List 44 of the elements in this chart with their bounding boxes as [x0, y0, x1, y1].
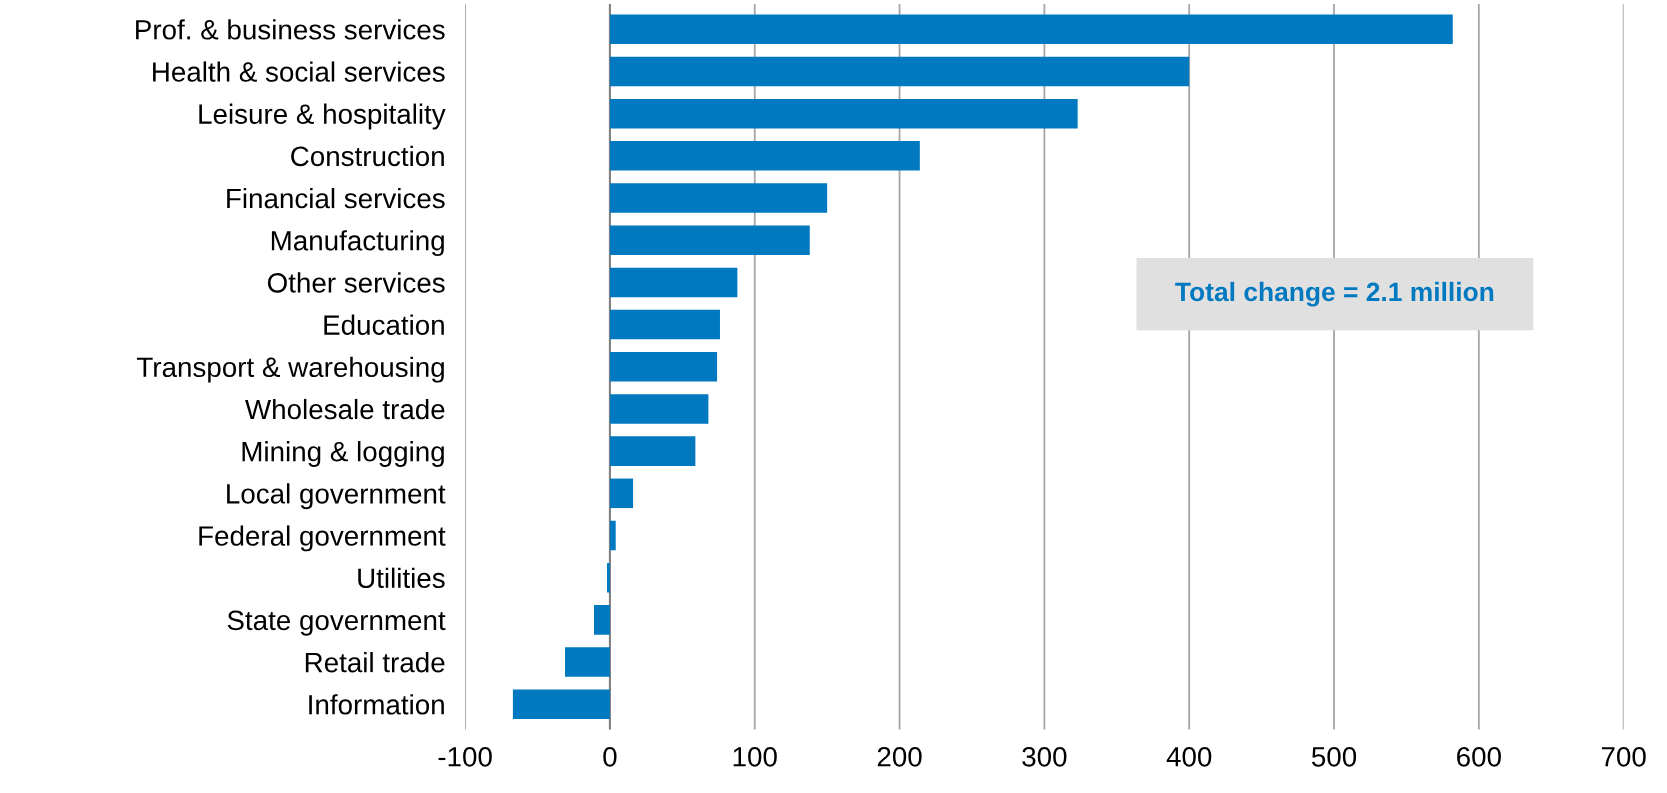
bar — [512, 689, 610, 720]
bar — [609, 56, 1190, 87]
bar — [609, 520, 616, 551]
x-tick-label: -100 — [438, 746, 492, 767]
y-tick-label: Federal government — [199, 525, 446, 552]
bar — [609, 267, 738, 298]
bar — [609, 14, 1453, 45]
bar — [593, 605, 610, 635]
bar — [609, 225, 810, 255]
x-tick-label: 200 — [877, 746, 922, 767]
y-tick-label: Utilities — [358, 567, 445, 589]
y-tick-label: Information — [309, 694, 444, 715]
y-tick-label: Wholesale trade — [245, 398, 445, 420]
y-tick-label: Other services — [267, 272, 445, 293]
y-tick-label: Leisure & hospitality — [199, 103, 446, 130]
annotation: Total change = 2.1 million — [1175, 281, 1494, 307]
x-tick-label: 100 — [733, 746, 777, 767]
x-tick-label: 0 — [603, 746, 617, 767]
bar — [609, 183, 828, 213]
y-tick-label: Education — [324, 314, 444, 335]
y-tick-label: Health & social services — [153, 61, 445, 82]
x-tick-label: 700 — [1601, 746, 1646, 767]
bar — [609, 141, 920, 171]
y-tick-label: Mining & logging — [242, 441, 444, 467]
x-tick-label: 300 — [1022, 746, 1067, 767]
y-tick-label: Manufacturing — [271, 230, 444, 257]
y-tick-label: Local government — [227, 483, 446, 510]
y-tick-label: Construction — [291, 145, 444, 167]
bar — [607, 562, 610, 593]
bar — [565, 647, 610, 677]
y-tick-label: Transport & warehousing — [136, 356, 444, 383]
y-tick-label: State government — [227, 610, 446, 636]
x-tick-label: 400 — [1166, 746, 1212, 767]
y-tick-label: Retail trade — [305, 652, 445, 673]
bar — [609, 436, 696, 466]
x-tick-label: 500 — [1311, 746, 1357, 767]
bar — [609, 352, 718, 382]
y-tick-label: Financial services — [227, 187, 445, 209]
bar — [609, 98, 1078, 129]
bar — [609, 478, 634, 509]
y-tick-label: Prof. & business services — [136, 19, 445, 40]
bar — [609, 394, 709, 424]
bar — [609, 309, 720, 340]
x-tick-label: 600 — [1457, 746, 1501, 767]
